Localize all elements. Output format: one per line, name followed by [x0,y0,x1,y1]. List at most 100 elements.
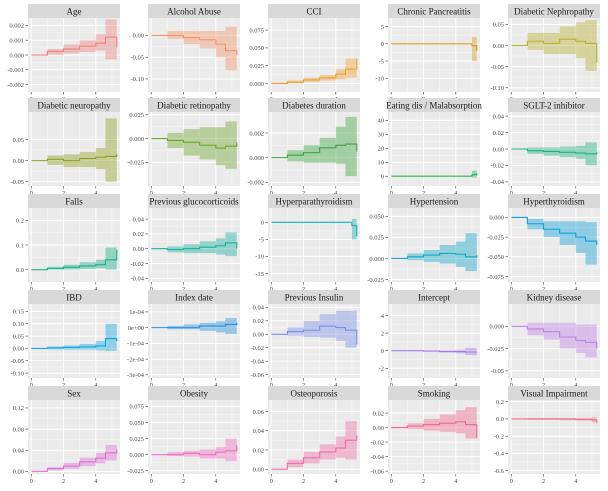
x-tick-label: 2 [422,286,425,293]
x-tick-label: 0 [30,382,33,389]
y-tick-label: 0.000 [249,81,264,88]
estimate-line [151,34,238,55]
y-tick-label: -0.10 [10,370,24,377]
y-tick-label: 0.00 [493,43,504,50]
x-tick-label: 4 [574,190,578,197]
facet-strip [268,290,360,304]
x-tick-label: 4 [214,478,218,485]
y-tick-label: 0.02 [253,318,264,325]
x-tick-label: 2 [182,190,185,197]
facet-osteoporosis: Osteoporosis 0.00 0.02 0.04 0.06 0 2 4 [253,386,360,485]
y-tick-label: 0.00 [133,33,144,40]
panel-background [388,304,480,378]
y-tick-label: 0.12 [13,405,24,412]
y-tick-label: 0.025 [369,235,384,242]
confidence-band [151,428,237,471]
x-tick-label: 0 [510,286,513,293]
y-tick-label: 0.025 [129,112,144,119]
facet-strip [388,290,480,304]
panel-background [388,208,480,282]
facet-chronic-pancreatitis: Chronic Pancreatitis-10-505024 [375,4,480,103]
y-tick-label: 0 [381,41,384,48]
y-tick-label: -0.02 [130,261,144,268]
x-tick-label: 0 [390,190,393,197]
y-tick-label: 0.00 [13,158,24,165]
y-tick-label: 0.000 [369,256,384,263]
x-tick-label: 4 [214,190,218,197]
estimate-line [391,43,478,51]
x-tick-label: 4 [574,478,578,485]
x-tick-label: 0 [390,382,393,389]
confidence-band [511,217,597,269]
facet-hyperthyroidism: Hyperthyroidism -0.075 -0.050 -0.025 0.000 0 2… [487,194,600,293]
confidence-band [151,117,237,169]
y-tick-label: 0.001 [9,38,24,45]
panel-background [388,400,480,474]
y-tick-label: -0.050 [487,254,504,261]
panel-background [28,304,120,378]
y-tick-label: 0.02 [133,231,144,238]
facet-strip [268,98,360,112]
y-tick-label: 0.050 [369,214,384,221]
confidence-band [31,437,117,472]
estimate-line [391,350,478,353]
facet-title: Age [67,7,82,17]
x-tick-label: 0 [270,190,273,197]
y-tick-label: 0.2 [16,218,24,225]
estimate-line [391,173,478,177]
y-tick-label: 0.000 [249,155,264,162]
y-tick-label: 0.15 [13,309,24,316]
x-tick-label: 0 [150,382,153,389]
x-tick-label: 4 [94,382,98,389]
x-tick-label: 0 [270,286,273,293]
x-tick-label: 4 [94,478,98,485]
facet-previous-insulin: Previous Insulin -0.06 -0.04 -0.02 0.00 0.02 0… [250,290,360,389]
x-tick-label: 0 [390,286,393,293]
facet-title: SGLT-2 inhibitor [523,101,585,111]
y-tick-label: 0 [261,220,264,227]
y-tick-label: 0.002 [9,23,24,30]
y-tick-label: 0.06 [253,409,265,416]
facet-strip [28,290,120,304]
y-tick-label: -0.05 [490,64,504,71]
facet-strip [28,4,120,18]
y-tick-label: -15 [255,271,264,278]
facet-title: Diabetic neuropathy [37,101,111,111]
facet-hyperparathyroidism: Hyperparathyroidism -15 -10 -5 0 0 2 4 [255,194,360,293]
facet-strip [28,194,120,208]
facet-smoking: Smoking -0.06 -0.04 -0.02 0.00 0.02 0 2 4 [370,386,480,485]
x-tick-label: 2 [422,478,425,485]
x-tick-label: 2 [542,382,545,389]
y-tick-label: 0.075 [249,27,264,34]
x-tick-label: 2 [302,286,305,293]
x-tick-label: 2 [302,190,305,197]
x-tick-label: 2 [542,190,545,197]
x-tick-label: 2 [62,190,65,197]
x-tick-label: 4 [574,286,578,293]
facet-title: CCI [306,7,321,17]
estimate-line [151,322,238,329]
facet-index-date: Index date -3e-04 -2e-04 -1e-04 0e+00 1e-04 0 2… [127,290,240,389]
estimate-line [151,242,238,250]
y-tick-label: 0.00 [13,346,24,353]
y-tick-label: -0.06 [370,468,384,475]
x-tick-label: 4 [94,286,98,293]
y-tick-label: 0.00 [253,466,264,473]
y-tick-label: 30 [378,132,385,139]
y-tick-label: -0.05 [490,368,504,375]
y-tick-label: -1e-04 [127,341,145,348]
confidence-band [511,20,597,90]
y-tick-label: 0.050 [249,45,264,52]
panel-background [148,112,240,186]
y-tick-label: -0.025 [367,277,384,284]
y-tick-label: 1e-04 [129,309,145,316]
panel-background [268,400,360,474]
x-tick-label: 4 [454,190,458,197]
y-tick-label: -0.025 [487,346,504,353]
y-tick-label: -0.04 [250,358,264,365]
facet-strip [388,98,480,112]
facet-diabetes-duration: Diabetes duration -0.002 0.000 0.002 0 2 4 [247,98,360,197]
facet-ibd: IBD -0.10 -0.05 0.00 0.05 0.10 0.15 0 2 4 [10,290,120,389]
